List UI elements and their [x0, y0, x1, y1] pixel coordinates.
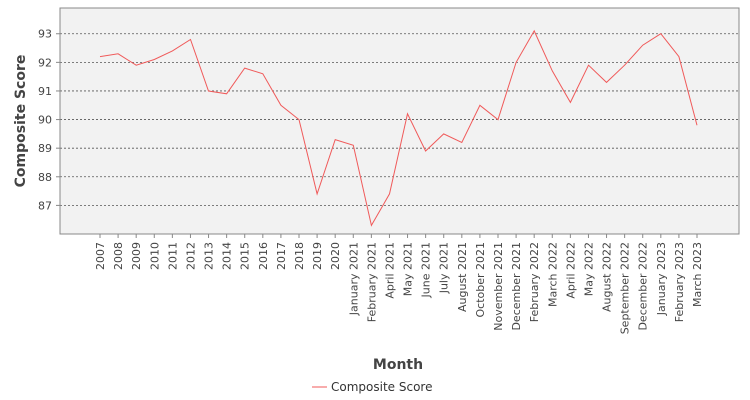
x-tick-label: 2019: [311, 242, 324, 270]
series-line-composite-score: [99, 29, 698, 227]
x-tick-label: 2011: [166, 242, 179, 270]
x-tick-label: October 2021: [474, 242, 487, 318]
x-tick-label: 2009: [130, 242, 143, 270]
x-tick-label: March 2022: [546, 242, 559, 307]
x-tick-label: March 2023: [691, 242, 704, 307]
x-tick-label: May 2021: [402, 242, 415, 296]
plot-background: [60, 8, 739, 234]
x-tick-label: January 2023: [655, 242, 668, 316]
x-axis-ticks: 2007 2008 2009 2010 2011 2012 2013 2014 2015 2016…: [94, 234, 704, 334]
x-tick-label: August 2022: [601, 242, 614, 312]
grid-lines: [60, 33, 739, 206]
x-tick-label: February 2021: [365, 242, 378, 322]
x-tick-label: April 2022: [564, 242, 577, 299]
x-tick-label: 2016: [257, 242, 270, 270]
y-tick-label: 87: [38, 199, 52, 212]
x-tick-label: 2013: [203, 242, 216, 270]
plot-border: [59, 7, 740, 235]
x-tick-label: August 2021: [456, 242, 469, 312]
legend: Composite Score: [312, 380, 432, 394]
x-tick-label: July 2021: [438, 242, 451, 294]
x-tick-label: December 2021: [510, 242, 523, 331]
x-tick-label: January 2021: [347, 242, 360, 316]
x-tick-label: February 2023: [673, 242, 686, 322]
y-tick-label: 88: [38, 171, 52, 184]
x-tick-label: 2010: [148, 242, 161, 270]
x-tick-label: 2015: [239, 242, 252, 270]
y-axis-title: Composite Score: [13, 55, 29, 188]
x-tick-label: 2007: [94, 242, 107, 270]
y-tick-label: 89: [38, 142, 52, 155]
x-tick-label: April 2021: [383, 242, 396, 299]
x-tick-label: December 2022: [637, 242, 650, 331]
x-tick-label: November 2021: [492, 242, 505, 331]
y-tick-label: 93: [38, 28, 52, 41]
y-tick-label: 92: [38, 56, 52, 69]
x-tick-label: 2008: [112, 242, 125, 270]
x-tick-label: 2012: [184, 242, 197, 270]
x-axis-title: Month: [373, 357, 423, 373]
x-tick-label: September 2022: [619, 242, 632, 334]
y-tick-label: 90: [38, 114, 52, 127]
x-tick-label: 2014: [221, 242, 234, 270]
x-tick-label: 2017: [275, 242, 288, 270]
x-tick-label: June 2021: [420, 242, 433, 298]
x-tick-label: 2020: [329, 242, 342, 270]
y-axis-ticks: 87 88 89 90 91 92 93: [38, 28, 60, 212]
x-tick-label: May 2022: [582, 242, 595, 296]
y-tick-label: 91: [38, 85, 52, 98]
legend-label-composite-score: Composite Score: [331, 380, 432, 394]
x-tick-label: February 2022: [528, 242, 541, 322]
x-tick-label: 2018: [293, 242, 306, 270]
